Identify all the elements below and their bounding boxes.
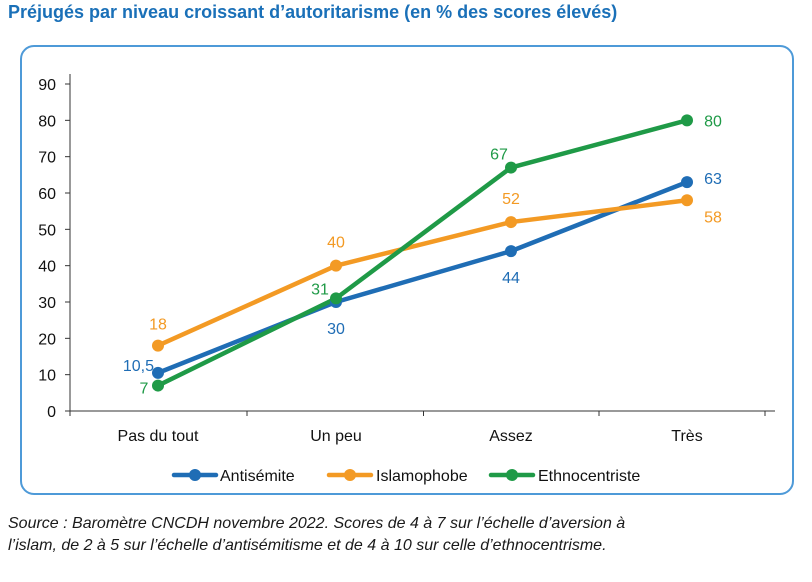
data-label: 63: [704, 171, 722, 188]
source-note: Source : Baromètre CNCDH novembre 2022. …: [8, 513, 804, 557]
source-line-2: l’islam, de 2 à 5 sur l’échelle d’antisé…: [8, 537, 607, 554]
data-point: [505, 245, 517, 258]
data-label: 44: [502, 270, 520, 287]
y-tick-label: 50: [38, 222, 56, 239]
chart-title: Préjugés par niveau croissant d’autorita…: [8, 2, 618, 22]
data-point: [152, 366, 164, 379]
y-tick-label: 90: [38, 77, 56, 94]
data-point: [505, 161, 517, 174]
data-point: [152, 339, 164, 352]
y-tick-label: 40: [38, 259, 56, 276]
data-point: [681, 176, 693, 189]
data-label: 31: [311, 281, 329, 298]
data-label: 67: [490, 147, 508, 164]
series-line-ethnocentriste: [155, 118, 690, 388]
y-tick-label: 30: [38, 295, 56, 312]
y-tick-label: 70: [38, 150, 56, 167]
data-label: 40: [327, 235, 345, 252]
data-point: [505, 216, 517, 229]
chart-frame: [20, 45, 794, 495]
data-label: 80: [704, 113, 722, 130]
y-tick-label: 80: [38, 113, 56, 130]
x-tick-label: Assez: [489, 428, 533, 445]
series-line-islamophobe: [155, 198, 690, 348]
data-label: 7: [140, 381, 149, 398]
data-label: 30: [327, 321, 345, 338]
legend-label: Islamophobe: [376, 468, 468, 485]
x-tick-label: Un peu: [310, 428, 362, 445]
series-line-antisémite: [155, 179, 690, 376]
data-point: [681, 194, 693, 207]
legend-label: Antisémite: [220, 468, 295, 485]
data-label: 52: [502, 191, 520, 208]
data-label: 18: [149, 317, 167, 334]
y-tick-label: 0: [47, 404, 56, 421]
legend-marker: [344, 469, 356, 481]
y-tick-label: 10: [38, 368, 56, 385]
data-point: [681, 114, 693, 127]
y-tick-label: 20: [38, 331, 56, 348]
data-point: [330, 292, 342, 305]
y-tick-label: 60: [38, 186, 56, 203]
legend-label: Ethnocentriste: [538, 468, 640, 485]
data-point: [330, 259, 342, 272]
source-line-1: Source : Baromètre CNCDH novembre 2022. …: [8, 515, 626, 532]
data-label: 10,5: [123, 358, 154, 375]
legend-marker: [506, 469, 518, 481]
x-tick-label: Pas du tout: [118, 428, 200, 445]
x-tick-label: Très: [671, 428, 702, 445]
legend-marker: [189, 469, 201, 481]
data-point: [152, 379, 164, 392]
data-label: 58: [704, 209, 722, 226]
